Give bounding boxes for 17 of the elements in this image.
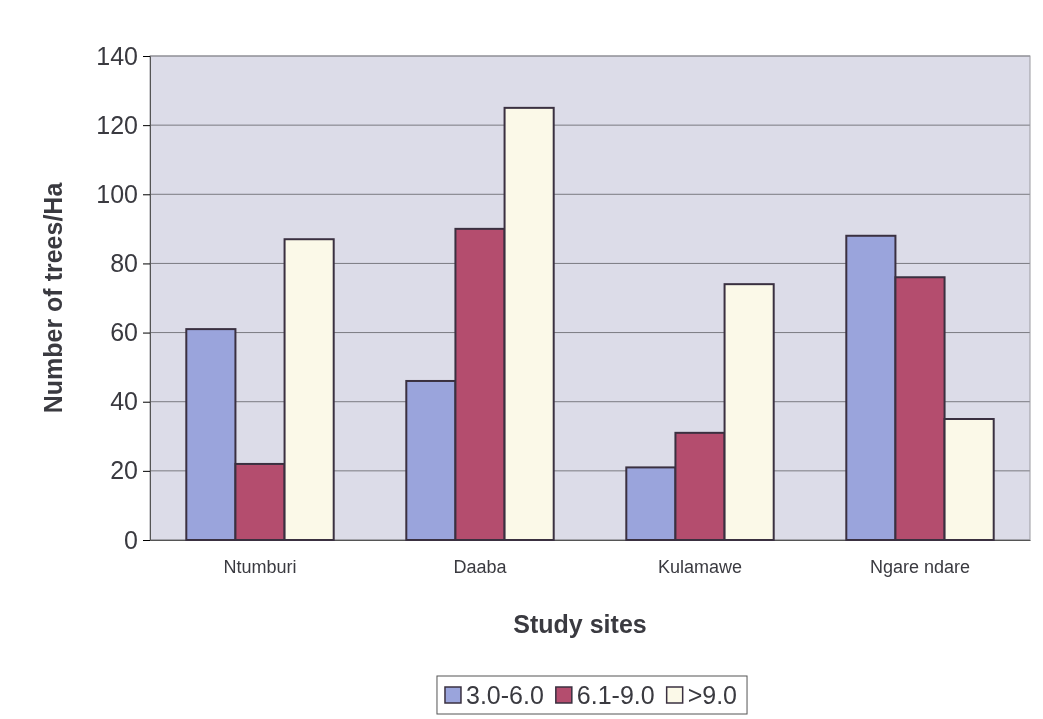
y-tick-label: 20 bbox=[110, 456, 138, 485]
y-tick-label: 120 bbox=[96, 110, 138, 139]
y-tick-label: 140 bbox=[96, 41, 138, 70]
y-tick-label: 80 bbox=[110, 248, 138, 277]
x-tick-label: Ntumburi bbox=[223, 556, 297, 577]
y-tick-label: 0 bbox=[124, 525, 138, 554]
x-axis-title: Study sites bbox=[513, 610, 647, 638]
x-tick-label: Kulamawe bbox=[657, 556, 743, 577]
x-tick-label: Ngare ndare bbox=[869, 556, 971, 577]
legend-label: >9.0 bbox=[687, 681, 738, 709]
legend-label: 3.0-6.0 bbox=[465, 681, 544, 709]
legend-label: 6.1-9.0 bbox=[576, 681, 655, 709]
y-tick-label: 60 bbox=[110, 318, 138, 347]
y-tick-label: 100 bbox=[96, 179, 138, 208]
y-axis-title: Number of trees/Ha bbox=[39, 181, 67, 414]
x-tick-label: Daaba bbox=[453, 556, 508, 577]
y-tick-label: 40 bbox=[110, 387, 138, 416]
